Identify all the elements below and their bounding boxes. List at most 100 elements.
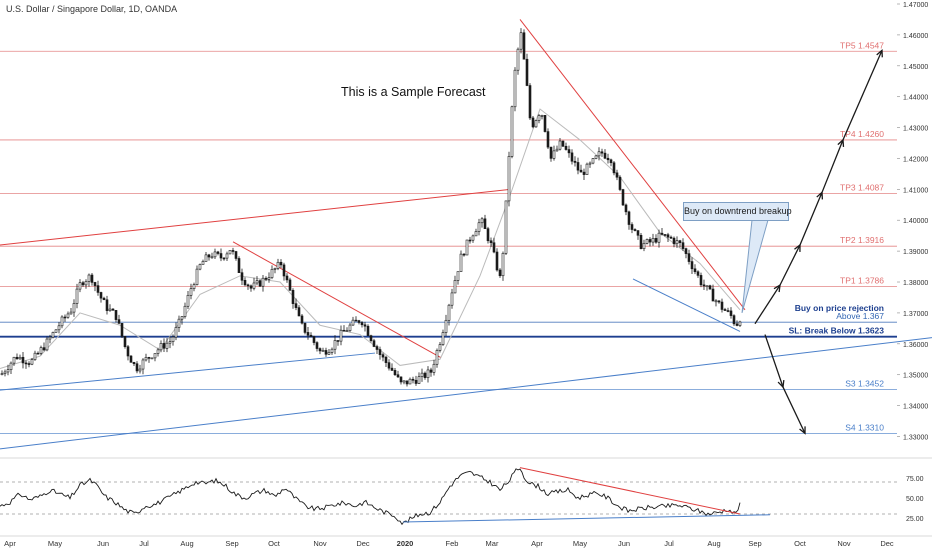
level-label: S3 1.3452 (845, 379, 884, 389)
candle-body (696, 271, 700, 276)
candle-body (708, 285, 712, 290)
candle-body (87, 274, 91, 282)
candle-body (291, 290, 295, 304)
candle-body (126, 346, 130, 357)
candle-body (60, 316, 64, 327)
candle-body (465, 239, 469, 256)
price-pane: TP5 1.4547 TP4 1.4260 TP3 1.4087 TP2 1.3916… (0, 2, 932, 537)
candle-body (399, 376, 403, 383)
candle-body (201, 261, 205, 265)
candle-body (51, 332, 55, 338)
level-label: TP3 1.4087 (840, 182, 884, 192)
trendline (0, 188, 511, 246)
candle-body (720, 301, 724, 310)
candle-body (192, 284, 196, 289)
candle-body (723, 309, 727, 311)
candle-body (531, 117, 535, 128)
candle-body (3, 371, 7, 374)
candle-body (633, 229, 637, 231)
candle-body (165, 342, 169, 349)
candle-body (12, 356, 16, 364)
candle-body (183, 305, 187, 317)
candle-body (156, 349, 160, 354)
candle-body (624, 204, 628, 213)
forecast-up-segment (842, 50, 883, 141)
candle-body (261, 277, 265, 287)
candle-body (93, 282, 97, 286)
candle-body (186, 294, 190, 307)
candle-body (645, 239, 649, 244)
candle-body (324, 350, 328, 355)
candle-body (180, 316, 184, 320)
candle-body (483, 218, 487, 229)
candle-body (45, 338, 49, 351)
candle-body (36, 352, 40, 355)
price-tick-label: 1.39000 (903, 249, 928, 256)
candle-body (312, 336, 316, 343)
trendline (632, 278, 741, 332)
candle-body (366, 325, 370, 336)
candle-body (414, 379, 418, 384)
candle-body (72, 303, 76, 313)
candle-body (153, 353, 157, 359)
x-tick-label: Mar (486, 539, 499, 548)
x-tick-label: Aug (707, 539, 720, 548)
price-tick-label: 1.33000 (903, 434, 928, 441)
candle-body (435, 350, 439, 365)
candle-body (609, 159, 613, 164)
candle-body (99, 292, 103, 299)
candle-body (489, 240, 493, 244)
candle-body (117, 319, 121, 324)
candle-body (426, 369, 430, 378)
candle-body (519, 32, 523, 50)
candle-body (642, 243, 646, 249)
candle-body (669, 236, 673, 239)
candle-body (567, 149, 571, 154)
candle-body (57, 325, 61, 331)
candle-body (306, 332, 310, 336)
candle-body (573, 160, 577, 163)
candle-body (42, 347, 46, 351)
x-tick-label: May (48, 539, 62, 548)
candle-body (627, 211, 631, 225)
candle-body (570, 152, 574, 162)
candle-body (657, 232, 661, 243)
candle-body (18, 356, 22, 360)
candle-body (717, 300, 721, 303)
candle-body (372, 340, 376, 347)
buy-breakup-callout: Buy on downtrend breakup (683, 202, 792, 221)
candle-body (666, 234, 670, 238)
candle-body (279, 261, 283, 266)
candle-body (462, 253, 466, 256)
candle-body (345, 330, 349, 332)
candle-body (135, 363, 139, 372)
candle-body (207, 254, 211, 258)
candle-body (327, 352, 331, 355)
candle-body (681, 242, 685, 249)
candle-body (555, 148, 559, 152)
candle-body (540, 115, 544, 117)
x-tick-label: Nov (313, 539, 327, 548)
candle-body (285, 275, 289, 281)
trendline (0, 352, 376, 391)
price-tick-label: 1.47000 (903, 2, 928, 9)
candle-body (687, 253, 691, 262)
candle-body (63, 316, 67, 319)
candle-body (129, 355, 133, 363)
candle-body (612, 162, 616, 174)
candle-body (81, 282, 85, 286)
forecast-up-segment (821, 139, 844, 193)
x-tick-label: Jul (664, 539, 674, 548)
candle-body (315, 342, 319, 349)
candle-body (144, 357, 148, 361)
x-tick-label: Aug (180, 539, 193, 548)
forecast-up-segment (754, 284, 781, 325)
candle-body (333, 340, 337, 350)
candle-body (459, 253, 463, 272)
candle-body (237, 258, 241, 273)
candle-body (147, 357, 151, 359)
level-label: TP4 1.4260 (840, 129, 884, 139)
candle-body (537, 115, 541, 121)
candle-body (423, 372, 427, 378)
candle-body (297, 307, 301, 317)
